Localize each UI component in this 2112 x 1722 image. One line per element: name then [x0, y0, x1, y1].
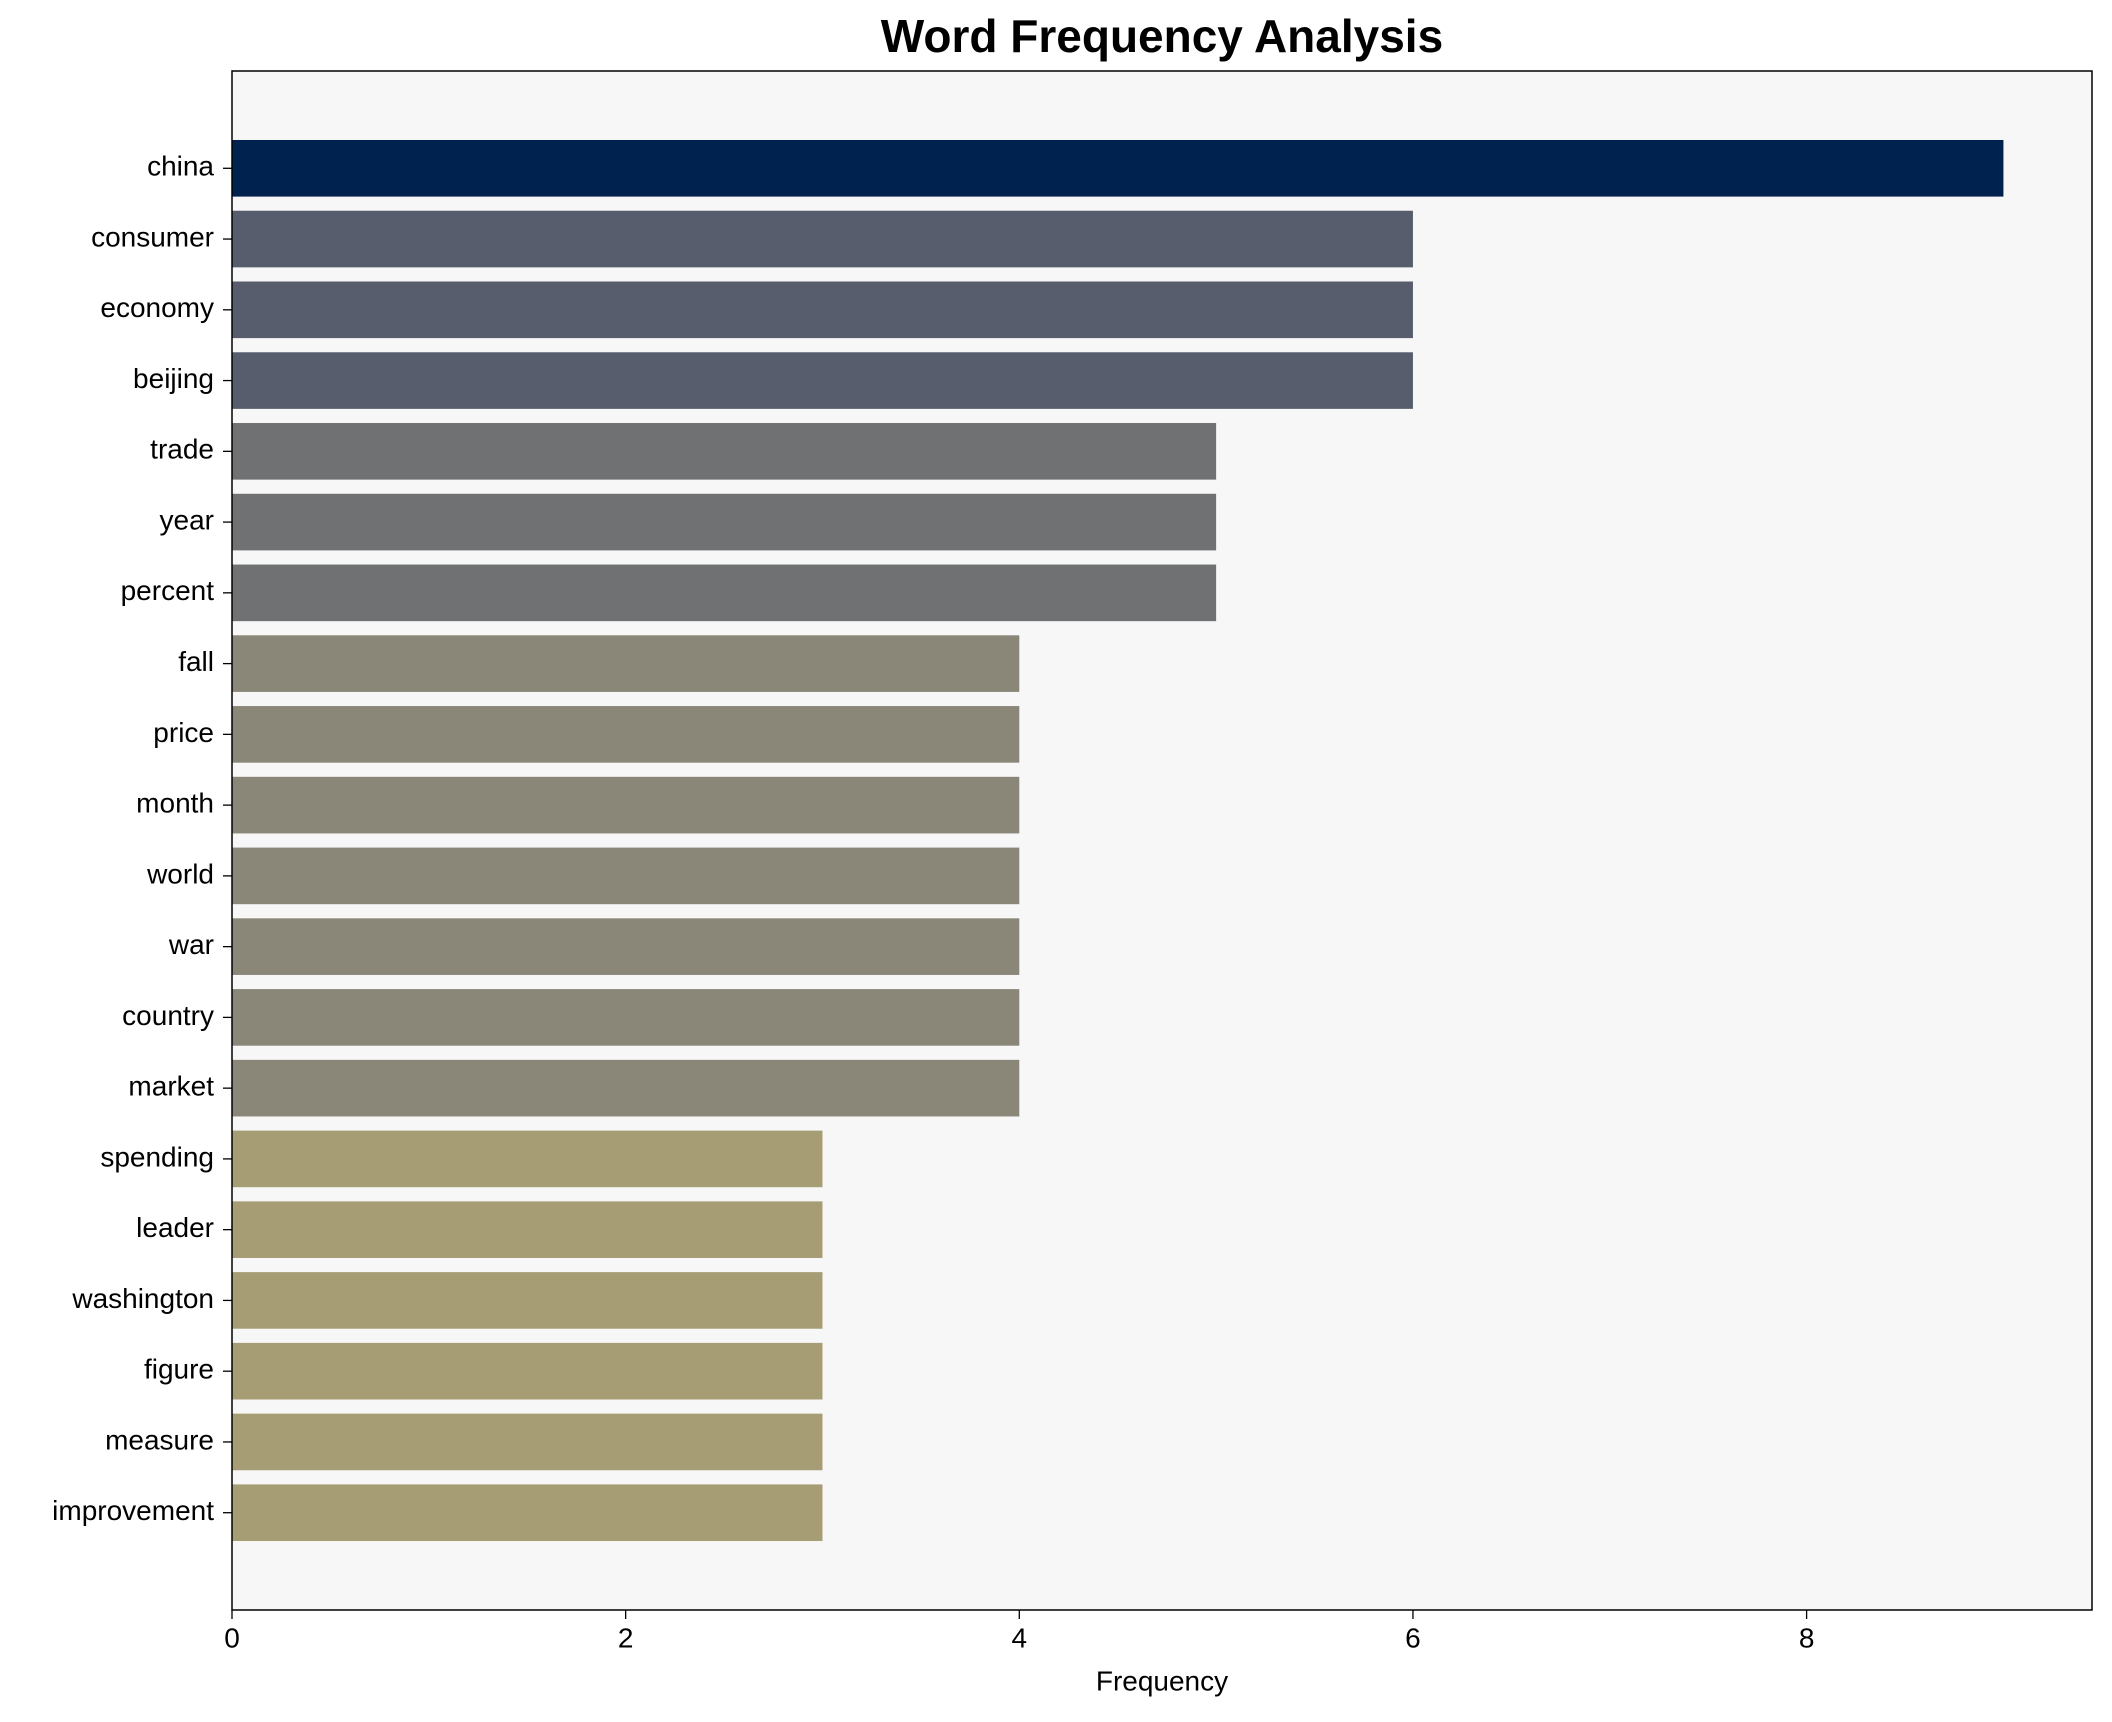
y-tick-label: beijing	[133, 363, 214, 394]
y-tick-label: measure	[105, 1424, 214, 1455]
bar	[232, 1413, 823, 1471]
bar	[232, 918, 1020, 975]
y-tick-label: market	[128, 1071, 214, 1102]
y-tick-label: country	[122, 1000, 214, 1031]
y-tick-label: price	[153, 717, 214, 748]
y-tick-label: improvement	[52, 1495, 214, 1526]
plot-frame	[231, 70, 2093, 1611]
bar	[232, 423, 1217, 480]
x-tick-label: 6	[1405, 1622, 1421, 1653]
bar	[232, 706, 1020, 763]
x-tick-label: 0	[224, 1622, 240, 1653]
y-tick-label: leader	[136, 1212, 214, 1243]
y-tick-label: consumer	[91, 221, 214, 252]
bar	[232, 1201, 823, 1258]
x-tick-label: 8	[1799, 1622, 1815, 1653]
y-tick-label: figure	[144, 1354, 214, 1385]
x-axis-label: Frequency	[1096, 1665, 1228, 1696]
y-tick-label: spending	[100, 1141, 214, 1172]
y-tick-label: trade	[150, 434, 214, 465]
x-tick-label: 4	[1012, 1622, 1028, 1653]
y-tick-label: economy	[100, 292, 214, 323]
bar	[232, 989, 1020, 1046]
chart-title: Word Frequency Analysis	[881, 10, 1443, 62]
y-tick-label: china	[147, 151, 214, 182]
bar	[232, 493, 1217, 551]
y-tick-label: washington	[71, 1283, 214, 1314]
y-tick-label: world	[146, 858, 214, 889]
bar	[232, 1130, 823, 1188]
bar	[232, 1059, 1020, 1117]
bar	[232, 847, 1020, 905]
bar	[232, 564, 1217, 622]
bar	[232, 352, 1413, 409]
bar	[232, 139, 2004, 197]
y-tick-label: war	[168, 929, 214, 960]
bar	[232, 1272, 823, 1329]
bar	[232, 1484, 823, 1542]
bar	[232, 210, 1413, 268]
bar	[232, 776, 1020, 834]
y-tick-label: fall	[178, 646, 214, 677]
y-tick-label: percent	[121, 575, 215, 606]
bar	[232, 635, 1020, 692]
bar	[232, 281, 1413, 339]
x-tick-label: 2	[618, 1622, 634, 1653]
y-tick-label: year	[160, 504, 214, 535]
y-tick-label: month	[136, 788, 214, 819]
bar	[232, 1342, 823, 1400]
